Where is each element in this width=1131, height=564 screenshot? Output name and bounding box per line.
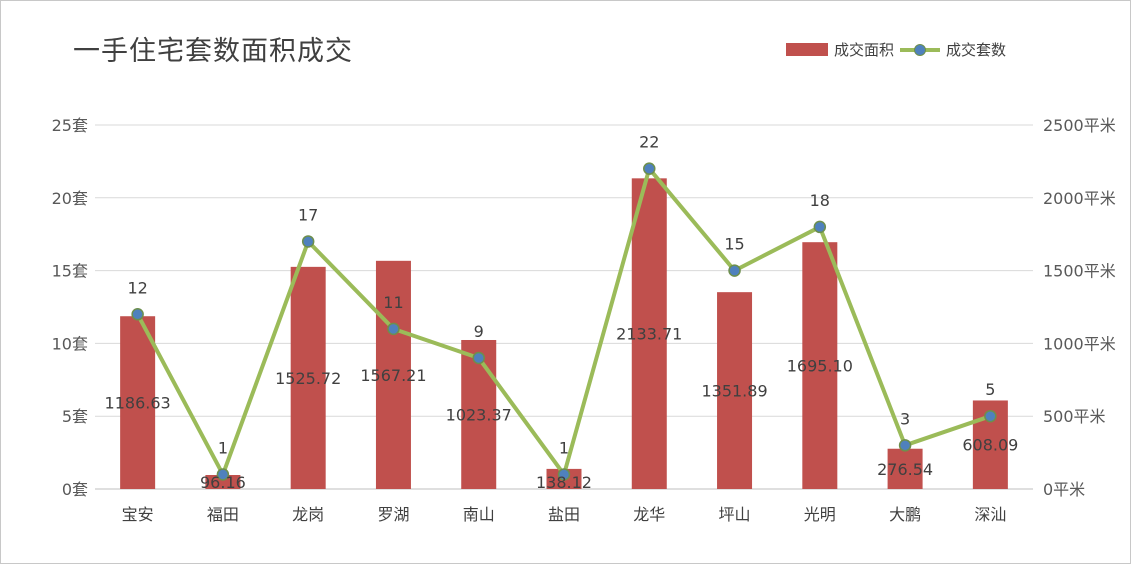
- category-label: 盐田: [548, 505, 580, 524]
- line-data-label: 15: [724, 235, 744, 254]
- left-axis-ticks: 0套 5套 10套 15套 20套 25套: [52, 116, 88, 499]
- bar-data-label: 1351.89: [701, 382, 767, 401]
- left-tick-label: 15套: [52, 262, 88, 281]
- left-tick-label: 25套: [52, 116, 88, 135]
- bar: [461, 339, 497, 489]
- line-data-label: 12: [127, 278, 147, 297]
- category-label: 宝安: [122, 505, 154, 524]
- bar-data-label: 1186.63: [105, 394, 171, 413]
- bar-data-label: 1525.72: [275, 369, 341, 388]
- category-label: 光明: [804, 505, 836, 524]
- line-point: [472, 351, 485, 365]
- series-line: [135, 166, 992, 477]
- bar: [205, 474, 241, 489]
- bar-data-label: 138.12: [536, 473, 592, 492]
- left-tick-label: 5套: [62, 407, 88, 426]
- legend-item-count: 成交套数: [900, 39, 1006, 60]
- line-data-label: 22: [639, 133, 659, 152]
- legend-label-count: 成交套数: [946, 41, 1007, 59]
- category-label: 坪山: [719, 505, 751, 524]
- chart-legend: 成交面积 成交套数: [786, 39, 1012, 60]
- bar: [120, 316, 156, 489]
- line-point: [216, 468, 230, 481]
- category-label: 南山: [463, 505, 495, 524]
- bar-data-label: 1023.37: [446, 405, 512, 424]
- line-point: [301, 235, 315, 248]
- right-tick-label: 500平米: [1043, 407, 1106, 426]
- line-data-label: 1: [218, 438, 228, 457]
- left-tick-label: 0套: [62, 480, 88, 499]
- line-data-label: 11: [383, 293, 403, 312]
- line-data-label: 1: [559, 438, 569, 457]
- bar: [802, 242, 838, 489]
- bar: [717, 292, 753, 489]
- line-series: [131, 162, 997, 481]
- right-tick-label: 1500平米: [1043, 262, 1116, 281]
- line-point: [131, 308, 144, 321]
- category-label: 龙岗: [292, 505, 324, 524]
- line-data-label: 3: [900, 409, 910, 428]
- line-point: [728, 264, 741, 277]
- category-label: 深汕: [974, 505, 1006, 524]
- category-label: 福田: [207, 505, 239, 524]
- line-data-label: 17: [298, 205, 318, 224]
- right-tick-label: 1000平米: [1043, 334, 1116, 353]
- bar: [290, 266, 326, 489]
- data-labels: 1186.63 96.16 1525.72 1567.21 1023.37 138.12 2…: [105, 133, 1019, 492]
- bar-data-label: 2133.71: [616, 325, 682, 344]
- category-label: 龙华: [633, 505, 665, 524]
- category-label: 罗湖: [377, 505, 409, 524]
- bar-data-label: 608.09: [962, 436, 1018, 455]
- bar-data-label: 1567.21: [360, 366, 426, 385]
- bar-data-label: 276.54: [877, 460, 933, 479]
- chart-title: 一手住宅套数面积成交: [73, 36, 353, 67]
- line-point: [643, 162, 656, 175]
- bar-data-label: 1695.10: [787, 357, 853, 376]
- bar-data-label: 96.16: [200, 473, 246, 492]
- line-point: [557, 468, 571, 481]
- line-point: [898, 439, 912, 452]
- legend-item-area: 成交面积: [786, 39, 894, 60]
- line-data-label: 5: [985, 380, 995, 399]
- bar: [375, 260, 411, 489]
- legend-line-swatch: [900, 43, 941, 56]
- right-tick-label: 2000平米: [1043, 189, 1116, 208]
- right-axis-ticks: 0平米 500平米 1000平米 1500平米 2000平米 2500平米: [1043, 116, 1116, 499]
- bar: [887, 448, 923, 489]
- line-point: [387, 322, 400, 336]
- legend-label-area: 成交面积: [834, 41, 895, 59]
- right-tick-label: 2500平米: [1043, 116, 1116, 135]
- line-point: [984, 409, 997, 423]
- category-label: 大鹏: [889, 505, 921, 524]
- line-data-label: 9: [474, 322, 484, 341]
- bar: [631, 178, 667, 489]
- category-labels: 宝安 福田 龙岗 罗湖 南山 盐田 龙华 坪山 光明 大鹏 深汕: [122, 505, 1007, 524]
- left-tick-label: 20套: [52, 189, 88, 208]
- left-tick-label: 10套: [52, 334, 88, 353]
- line-point: [813, 220, 827, 234]
- right-tick-label: 0平米: [1043, 480, 1085, 499]
- legend-bar-swatch: [786, 43, 828, 56]
- bar-series: [120, 178, 1008, 489]
- line-data-label: 18: [810, 191, 830, 210]
